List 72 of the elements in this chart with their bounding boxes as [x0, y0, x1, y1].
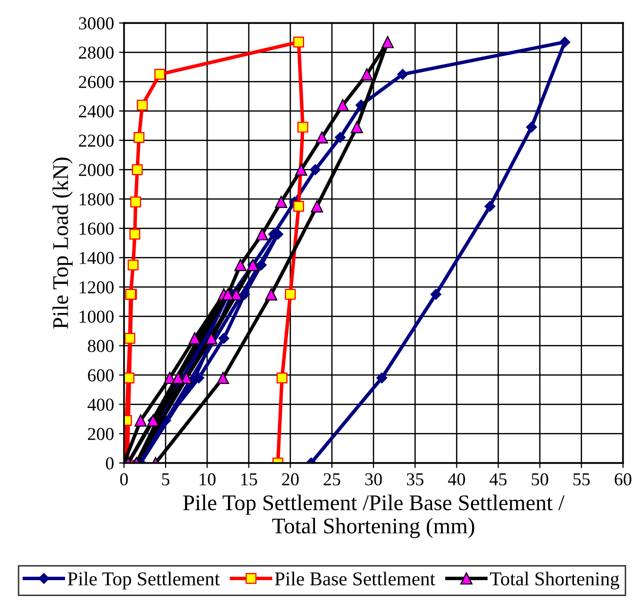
point — [293, 200, 304, 212]
point — [134, 414, 147, 427]
x-tick-label: 15 — [241, 473, 258, 486]
point — [276, 372, 288, 384]
point — [172, 372, 184, 384]
x-tick-label: 25 — [324, 473, 340, 486]
x-tick-label: 45 — [490, 473, 507, 486]
point — [256, 228, 268, 240]
y-tick-label: 2000 — [78, 164, 114, 176]
point — [382, 36, 394, 48]
point — [132, 164, 143, 176]
point — [295, 164, 308, 176]
point — [484, 200, 496, 212]
x-tick-label: 30 — [365, 473, 382, 486]
legend-label: Pile Top Settlement — [68, 572, 220, 590]
y-tick-label: 200 — [88, 428, 114, 440]
point — [136, 100, 148, 111]
point — [559, 36, 570, 48]
point — [376, 372, 388, 384]
legend-label: Pile Base Settlement — [274, 572, 436, 586]
point — [205, 332, 218, 344]
x-tick-label: 0 — [120, 473, 128, 486]
y-tick-label: 2200 — [78, 134, 114, 147]
x-tick-label: 10 — [200, 473, 216, 486]
point — [265, 288, 278, 300]
y-axis-title: Pile Top Load (kN) — [52, 158, 73, 329]
point — [188, 332, 201, 344]
legend-label: Total Shortening — [490, 572, 620, 590]
y-tick-label: 2400 — [78, 105, 114, 118]
y-tick-label: 1400 — [80, 252, 114, 264]
point — [310, 164, 321, 176]
y-tick-label: 1000 — [80, 310, 114, 323]
point — [218, 332, 230, 344]
point — [124, 332, 136, 344]
y-tick-label: 1800 — [80, 193, 114, 206]
point — [316, 131, 328, 144]
y-tick-label: 0 — [106, 457, 114, 470]
x-tick-label: 40 — [448, 473, 466, 486]
x-tick-label: 20 — [282, 473, 299, 486]
x-axis-title: Pile Top Settlement /Pile Base Settlement / Total Shortening (mm) — [183, 494, 564, 538]
x-tick-label: 55 — [573, 473, 590, 486]
point — [284, 288, 296, 300]
point — [350, 121, 363, 134]
point — [275, 196, 288, 208]
point — [130, 196, 142, 208]
point — [128, 260, 139, 270]
y-tick-label: 600 — [88, 369, 114, 382]
point — [293, 36, 304, 48]
point — [310, 200, 324, 212]
point — [336, 99, 349, 112]
point — [134, 132, 144, 143]
point — [234, 258, 247, 272]
y-tick-label: 1200 — [80, 281, 114, 294]
x-tick-label: 5 — [162, 473, 170, 486]
y-tick-label: 2800 — [78, 46, 114, 59]
y-tick-label: 1600 — [80, 222, 114, 235]
point — [526, 122, 537, 133]
point — [334, 132, 346, 143]
point — [360, 68, 373, 80]
point — [430, 288, 442, 300]
x-tick-label: 35 — [406, 473, 424, 486]
y-tick-label: 3000 — [79, 17, 114, 30]
point — [129, 228, 140, 240]
y-tick-label: 2600 — [78, 76, 114, 88]
y-tick-label: 400 — [88, 398, 114, 411]
x-tick-label: 50 — [532, 473, 548, 486]
point — [154, 68, 166, 80]
y-tick-label: 800 — [88, 340, 114, 352]
point — [397, 68, 408, 80]
point — [216, 372, 230, 384]
point — [297, 122, 308, 133]
x-tick-label: 60 — [614, 473, 632, 486]
